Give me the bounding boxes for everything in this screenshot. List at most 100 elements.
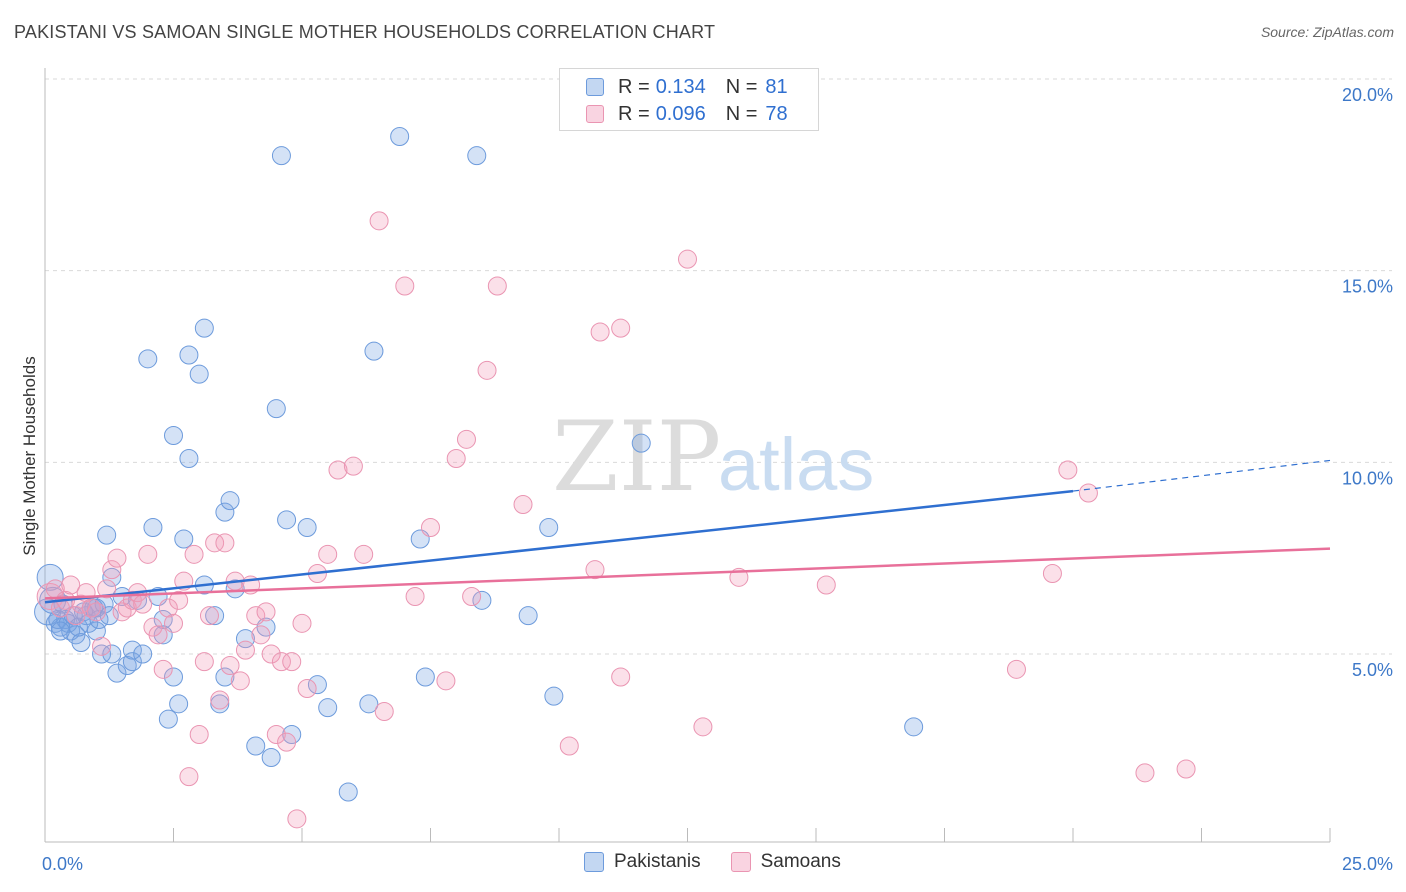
point-samoan	[282, 652, 302, 672]
watermark-atlas: atlas	[718, 423, 874, 506]
point-samoan	[179, 767, 199, 787]
point-pakistani	[271, 146, 291, 166]
point-samoan	[133, 594, 153, 614]
legend-n-value: 78	[765, 102, 788, 125]
point-samoan	[189, 725, 209, 744]
chart-title: PAKISTANI VS SAMOAN SINGLE MOTHER HOUSEH…	[14, 22, 716, 42]
point-samoan	[611, 667, 631, 687]
legend-label-pakistanis: Pakistanis	[614, 851, 701, 872]
point-samoan	[148, 625, 168, 645]
point-samoan	[446, 449, 466, 468]
point-pakistani	[153, 610, 173, 629]
point-samoan	[436, 671, 456, 691]
point-pakistani	[174, 529, 194, 549]
point-samoan	[559, 736, 579, 756]
x-tick-label: 25.0%	[1342, 854, 1393, 874]
point-samoan	[297, 679, 317, 698]
source-label: Source: ZipAtlas.com	[1260, 24, 1394, 40]
point-samoan	[487, 276, 507, 296]
point-samoan	[1078, 483, 1098, 503]
point-samoan	[271, 652, 291, 672]
point-pakistani	[215, 502, 235, 522]
point-pakistani	[133, 644, 153, 664]
point-pakistani	[164, 426, 183, 445]
legend-item-samoans: Samoans	[730, 851, 841, 873]
point-pakistani	[544, 686, 564, 706]
legend-label-samoans: Samoans	[760, 851, 841, 872]
point-samoan	[235, 640, 255, 660]
point-samoan	[678, 249, 697, 269]
point-pakistani	[246, 736, 266, 756]
point-samoan	[261, 644, 281, 664]
y-axis-title: Single Mother Households	[20, 356, 39, 555]
y-tick-label: 5.0%	[1352, 660, 1393, 680]
point-pakistani	[50, 621, 70, 641]
point-pakistani	[102, 644, 122, 664]
point-samoan	[81, 598, 101, 618]
legend-swatch-blue	[584, 852, 604, 872]
point-pakistani	[89, 610, 109, 629]
point-pakistani	[904, 717, 924, 737]
point-samoan	[97, 579, 117, 599]
point-pakistani	[179, 449, 199, 468]
point-samoan	[199, 606, 219, 626]
point-samoan	[220, 656, 240, 675]
point-pakistani	[415, 667, 435, 687]
trend-line-pakistanis	[44, 489, 1074, 604]
point-samoan	[158, 598, 178, 618]
legend-r-label: R =	[618, 75, 650, 98]
legend-item-pakistanis: Pakistanis	[584, 851, 701, 873]
point-samoan	[462, 587, 482, 606]
point-samoan	[1176, 759, 1196, 779]
point-pakistani	[68, 617, 88, 637]
y-tick-label: 10.0%	[1342, 468, 1393, 488]
point-samoan	[456, 429, 476, 449]
watermark-zip: ZIP	[552, 401, 721, 513]
legend-r-value: 0.134	[655, 75, 706, 98]
point-samoan	[590, 322, 610, 342]
point-pakistani	[225, 579, 245, 599]
point-samoan	[256, 602, 276, 622]
point-pakistani	[318, 698, 338, 718]
point-pakistani	[390, 127, 410, 146]
point-pakistani	[467, 146, 487, 166]
point-samoan	[374, 702, 394, 721]
point-samoan	[1135, 763, 1155, 783]
point-samoan	[369, 211, 389, 231]
point-samoan	[477, 360, 497, 380]
axes	[44, 68, 1331, 843]
point-samoan	[1058, 460, 1078, 480]
y-tick-label: 20.0%	[1342, 85, 1393, 105]
point-samoan	[585, 560, 605, 580]
legend-n-label: N =	[725, 102, 758, 125]
point-samoan	[1042, 564, 1062, 583]
trend-line-samoans	[44, 547, 1331, 600]
point-pakistani	[215, 667, 235, 687]
legend-swatch-pink	[730, 852, 751, 872]
point-pakistani	[48, 610, 68, 629]
point-pakistani	[205, 606, 225, 626]
point-pakistani	[297, 518, 317, 537]
point-samoan	[215, 533, 235, 553]
point-pakistani	[122, 640, 142, 660]
point-pakistani	[266, 399, 286, 419]
legend-row-samoans: R = 0.096 N = 78	[586, 101, 788, 127]
point-pakistani	[169, 694, 189, 714]
point-samoan	[164, 613, 183, 633]
point-samoan	[611, 318, 631, 338]
point-samoan	[395, 276, 415, 296]
point-samoan	[92, 636, 112, 656]
point-pakistani	[117, 656, 137, 675]
point-pakistani	[359, 694, 379, 714]
point-samoan	[328, 460, 348, 480]
legend-row-pakistanis: R = 0.134 N = 81	[586, 74, 788, 100]
point-samoan	[102, 560, 122, 580]
point-samoan	[169, 590, 189, 610]
point-pakistani	[472, 590, 492, 610]
point-samoan	[513, 495, 533, 514]
point-samoan	[266, 725, 286, 744]
point-pakistani	[92, 644, 112, 664]
point-pakistani	[36, 563, 64, 591]
point-pakistani	[277, 510, 297, 530]
point-samoan	[61, 575, 81, 595]
